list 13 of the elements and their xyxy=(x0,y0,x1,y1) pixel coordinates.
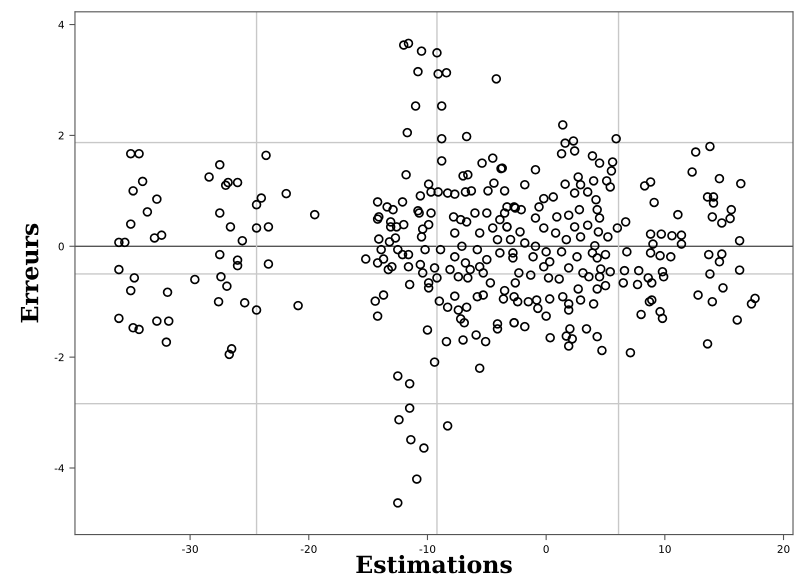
x-tick-label: 20 xyxy=(778,545,790,553)
x-tick-label: 10 xyxy=(659,545,671,553)
y-tick-label: -2 xyxy=(54,353,64,362)
x-tick-label: 0 xyxy=(544,545,549,553)
x-axis-title: Estimations xyxy=(356,555,512,574)
y-tick-label: 0 xyxy=(58,242,64,250)
x-tick-label: -30 xyxy=(182,545,198,553)
y-tick-label: 2 xyxy=(58,132,64,140)
y-axis-title: Erreurs xyxy=(20,224,38,322)
y-tick-label: 4 xyxy=(58,20,64,28)
x-tick-label: -10 xyxy=(419,545,436,553)
y-tick-label: -4 xyxy=(54,464,64,472)
x-tick-label: -20 xyxy=(300,545,317,553)
